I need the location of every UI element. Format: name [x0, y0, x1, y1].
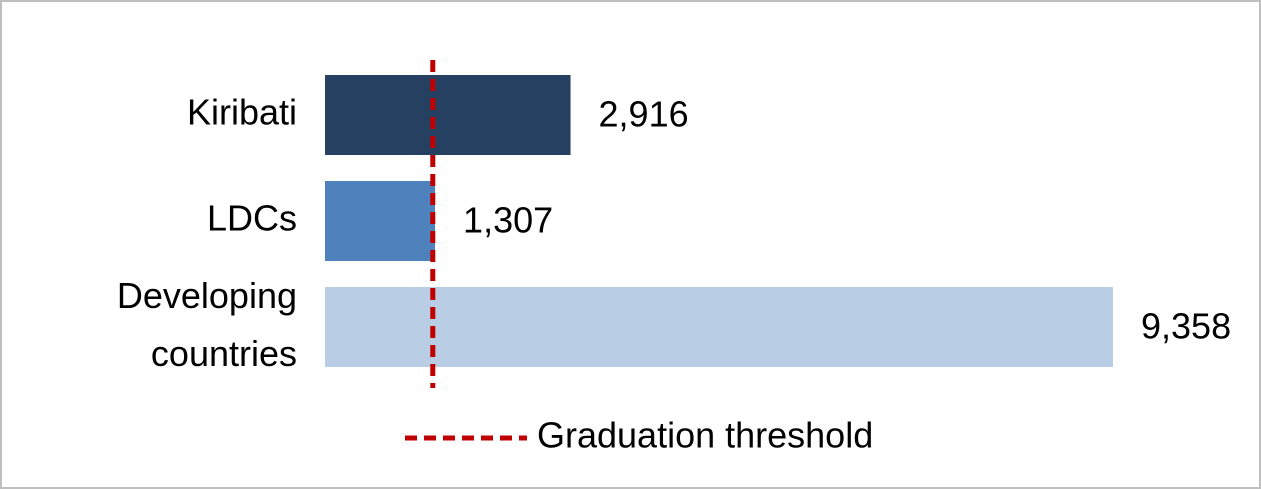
- value-label: 2,916: [599, 94, 689, 135]
- category-label: LDCs: [207, 198, 297, 239]
- value-label: 1,307: [463, 200, 553, 241]
- bar: [325, 181, 436, 261]
- category-label: Kiribati: [187, 92, 297, 133]
- value-label: 9,358: [1141, 306, 1231, 347]
- category-label: Developing countries: [117, 275, 297, 374]
- legend-label: Graduation threshold: [537, 415, 873, 456]
- bar: [325, 75, 571, 155]
- bar: [325, 287, 1113, 367]
